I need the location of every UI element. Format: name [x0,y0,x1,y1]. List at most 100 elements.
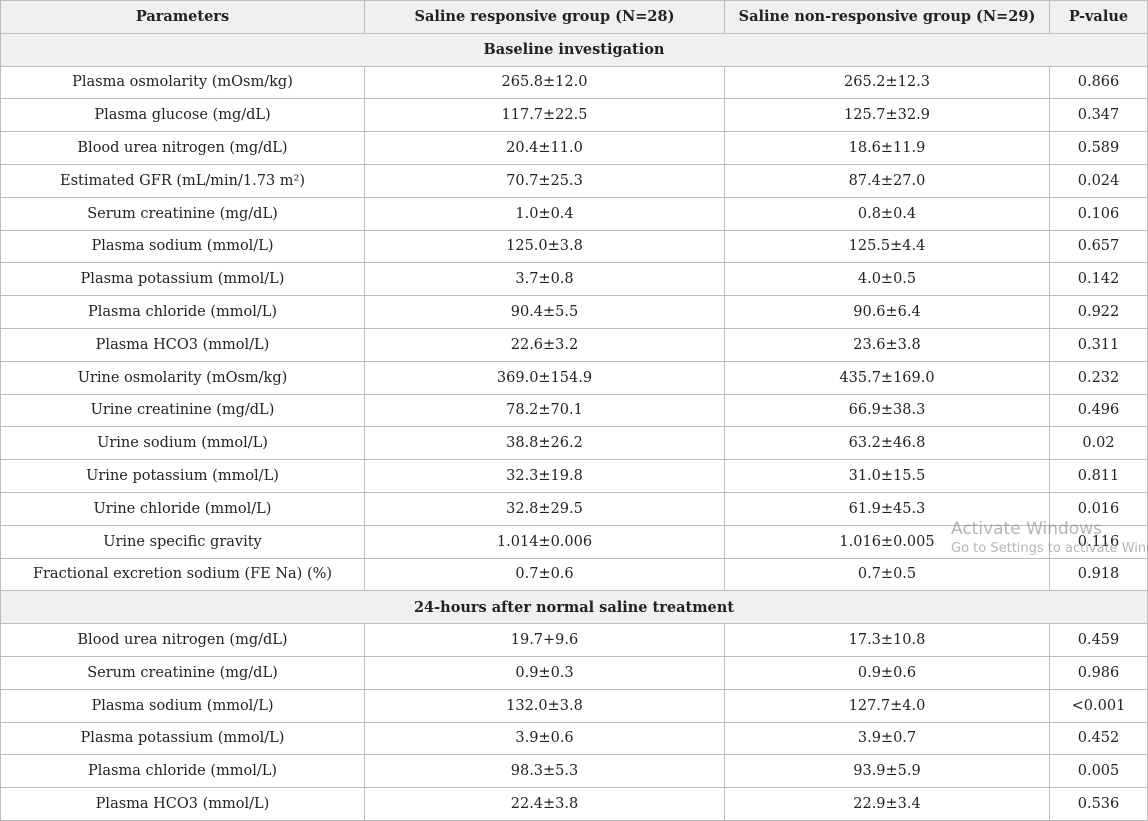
responsive-cell: 70.7±25.3 [364,163,725,198]
header-cell: P-value [1049,0,1148,34]
p-value-cell: 0.311 [1049,327,1148,362]
data-row: Urine sodium (mmol/L) 38.8±26.2 63.2±46.8 0… [0,426,1148,461]
responsive-cell: 20.4±11.0 [364,131,725,165]
p-value-cell: 0.005 [1049,754,1148,789]
parameter-cell: Estimated GFR (mL/min/1.73 m²) [0,163,365,198]
data-row: Fractional excretion sodium (FE Na) (%) 0… [0,557,1148,592]
non-responsive-cell: 61.9±45.3 [724,491,1050,526]
parameter-cell: Plasma glucose (mg/dL) [0,98,365,133]
p-value-cell: 0.116 [1049,524,1148,559]
responsive-cell: 0.7±0.6 [364,557,725,592]
non-responsive-cell: 17.3±10.8 [724,623,1050,657]
data-row: Plasma potassium (mmol/L) 3.7±0.8 4.0±0.5 0… [0,262,1148,297]
non-responsive-cell: 31.0±15.5 [724,459,1050,493]
non-responsive-cell: 4.0±0.5 [724,262,1050,297]
responsive-cell: 117.7±22.5 [364,98,725,133]
data-row: Plasma glucose (mg/dL) 117.7±22.5 125.7±32… [0,98,1148,133]
parameter-cell: Urine creatinine (mg/dL) [0,393,365,428]
p-value-cell: 0.986 [1049,655,1148,690]
data-row: Plasma chloride (mmol/L) 98.3±5.3 93.9±5.9… [0,754,1148,789]
data-row: Urine potassium (mmol/L) 32.3±19.8 31.0±15… [0,459,1148,493]
parameter-cell: Plasma HCO3 (mmol/L) [0,787,365,821]
data-row: Plasma sodium (mmol/L) 125.0±3.8 125.5±4.4… [0,229,1148,264]
non-responsive-cell: 93.9±5.9 [724,754,1050,789]
responsive-cell: 3.7±0.8 [364,262,725,297]
section-title: 24-hours after normal saline treatment [0,590,1148,625]
data-row: Serum creatinine (mg/dL) 1.0±0.4 0.8±0.4 0.… [0,196,1148,231]
data-row: Plasma chloride (mmol/L) 90.4±5.5 90.6±6.4… [0,295,1148,329]
responsive-cell: 1.0±0.4 [364,196,725,231]
non-responsive-cell: 127.7±4.0 [724,688,1050,723]
non-responsive-cell: 0.9±0.6 [724,655,1050,690]
section-row: Baseline investigation [0,32,1148,67]
data-row: Urine specific gravity 1.014±0.006 1.016±0… [0,524,1148,559]
non-responsive-cell: 90.6±6.4 [724,295,1050,329]
p-value-cell: 0.918 [1049,557,1148,592]
data-row: Plasma potassium (mmol/L) 3.9±0.6 3.9±0.7 0… [0,721,1148,756]
responsive-cell: 19.7+9.6 [364,623,725,657]
p-value-cell: 0.347 [1049,98,1148,133]
p-value-cell: 0.866 [1049,65,1148,100]
data-row: Plasma HCO3 (mmol/L) 22.6±3.2 23.6±3.8 0.31… [0,327,1148,362]
non-responsive-cell: 0.7±0.5 [724,557,1050,592]
data-row: Blood urea nitrogen (mg/dL) 19.7+9.6 17.3±… [0,623,1148,657]
data-row: Urine chloride (mmol/L) 32.8±29.5 61.9±45.… [0,491,1148,526]
p-value-cell: 0.657 [1049,229,1148,264]
p-value-cell: 0.459 [1049,623,1148,657]
parameter-cell: Plasma sodium (mmol/L) [0,688,365,723]
data-row: Serum creatinine (mg/dL) 0.9±0.3 0.9±0.6 0.… [0,655,1148,690]
non-responsive-cell: 1.016±0.005 [724,524,1050,559]
non-responsive-cell: 23.6±3.8 [724,327,1050,362]
non-responsive-cell: 66.9±38.3 [724,393,1050,428]
data-row: Plasma sodium (mmol/L) 132.0±3.8 127.7±4.0… [0,688,1148,723]
p-value-cell: <0.001 [1049,688,1148,723]
p-value-cell: 0.02 [1049,426,1148,461]
responsive-cell: 3.9±0.6 [364,721,725,756]
p-value-cell: 0.589 [1049,131,1148,165]
p-value-cell: 0.452 [1049,721,1148,756]
parameter-cell: Plasma chloride (mmol/L) [0,295,365,329]
responsive-cell: 38.8±26.2 [364,426,725,461]
responsive-cell: 125.0±3.8 [364,229,725,264]
header-cell: Saline non-responsive group (N=29) [724,0,1050,34]
p-value-cell: 0.232 [1049,360,1148,395]
parameter-cell: Urine chloride (mmol/L) [0,491,365,526]
parameter-cell: Plasma chloride (mmol/L) [0,754,365,789]
responsive-cell: 32.8±29.5 [364,491,725,526]
p-value-cell: 0.024 [1049,163,1148,198]
responsive-cell: 22.4±3.8 [364,787,725,821]
non-responsive-cell: 0.8±0.4 [724,196,1050,231]
p-value-cell: 0.142 [1049,262,1148,297]
data-row: Urine creatinine (mg/dL) 78.2±70.1 66.9±38… [0,393,1148,428]
non-responsive-cell: 265.2±12.3 [724,65,1050,100]
responsive-cell: 78.2±70.1 [364,393,725,428]
responsive-cell: 1.014±0.006 [364,524,725,559]
responsive-cell: 369.0±154.9 [364,360,725,395]
header-cell: Parameters [0,0,365,34]
data-row: Estimated GFR (mL/min/1.73 m²) 70.7±25.3 8… [0,163,1148,198]
data-row: Blood urea nitrogen (mg/dL) 20.4±11.0 18.6… [0,131,1148,165]
non-responsive-cell: 18.6±11.9 [724,131,1050,165]
non-responsive-cell: 87.4±27.0 [724,163,1050,198]
p-value-cell: 0.106 [1049,196,1148,231]
p-value-cell: 0.922 [1049,295,1148,329]
p-value-cell: 0.016 [1049,491,1148,526]
parameter-cell: Fractional excretion sodium (FE Na) (%) [0,557,365,592]
responsive-cell: 98.3±5.3 [364,754,725,789]
responsive-cell: 32.3±19.8 [364,459,725,493]
responsive-cell: 90.4±5.5 [364,295,725,329]
section-title: Baseline investigation [0,32,1148,67]
data-row: Plasma osmolarity (mOsm/kg) 265.8±12.0 265… [0,65,1148,100]
parameter-cell: Plasma potassium (mmol/L) [0,721,365,756]
section-row: 24-hours after normal saline treatment [0,590,1148,625]
p-value-cell: 0.811 [1049,459,1148,493]
responsive-cell: 22.6±3.2 [364,327,725,362]
non-responsive-cell: 435.7±169.0 [724,360,1050,395]
parameter-cell: Plasma sodium (mmol/L) [0,229,365,264]
responsive-cell: 265.8±12.0 [364,65,725,100]
parameter-cell: Urine specific gravity [0,524,365,559]
